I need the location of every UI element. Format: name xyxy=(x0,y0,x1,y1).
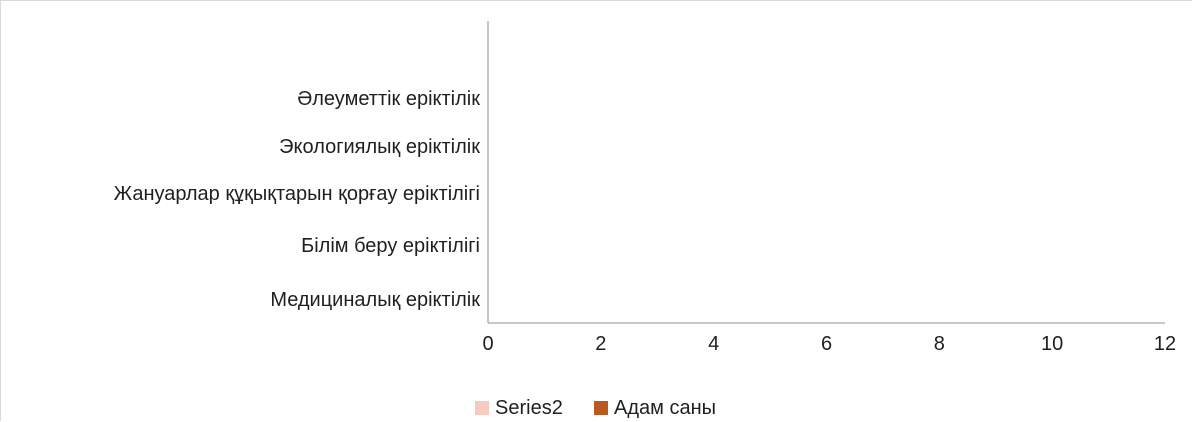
x-tick-label: 10 xyxy=(1041,333,1063,355)
legend-label: Адам саны xyxy=(614,397,716,419)
category-label: Әлеуметтік еріктілік xyxy=(297,88,480,110)
x-tick-label: 4 xyxy=(708,333,719,355)
category-label: Экологиялық еріктілік xyxy=(279,136,480,158)
category-labels: Медициналық еріктілік Білім беру еріктілі… xyxy=(114,88,481,311)
x-tick-label: 2 xyxy=(595,333,606,355)
category-label: Медициналық еріктілік xyxy=(270,289,480,311)
legend-swatch xyxy=(475,401,489,415)
x-tick-label: 8 xyxy=(934,333,945,355)
category-label: Білім беру еріктілігі xyxy=(301,235,480,257)
x-tick-label: 6 xyxy=(821,333,832,355)
legend-swatch xyxy=(594,401,608,415)
x-tick-labels: 0 2 4 6 8 10 12 xyxy=(482,333,1176,355)
category-label: Жануарлар құқықтарын қорғау еріктілігі xyxy=(114,183,480,205)
legend-label: Series2 xyxy=(495,397,563,419)
legend: Series2 Адам саны xyxy=(475,397,716,419)
x-tick-label: 0 xyxy=(482,333,493,355)
x-tick-label: 12 xyxy=(1154,333,1176,355)
